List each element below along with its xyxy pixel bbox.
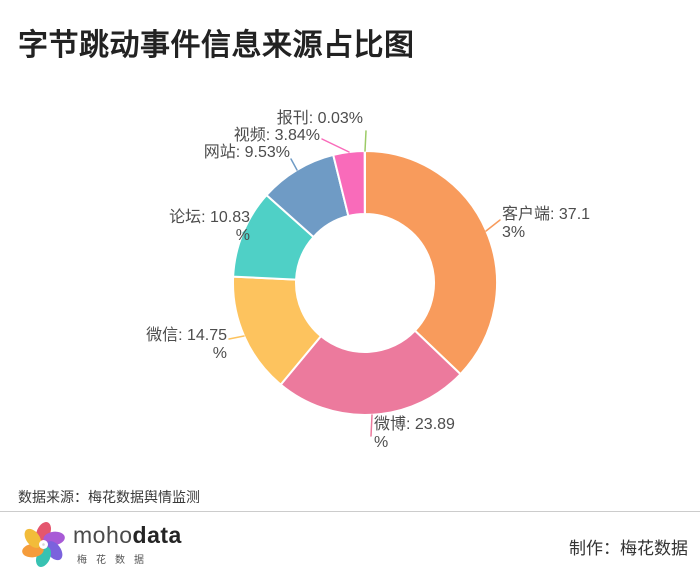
logo-petal: [24, 528, 42, 548]
leader-client: [485, 219, 501, 232]
slice-client[interactable]: [364, 150, 498, 376]
label-wechat: 微信: 14.75%: [146, 327, 227, 362]
brand-moho: moho: [73, 522, 133, 548]
label-weibo: 微博: 23.89%: [374, 416, 455, 451]
data-source-note: 数据来源：梅花数据舆情监测: [18, 489, 200, 505]
leader-weibo: [370, 414, 373, 437]
pinwheel-flower-icon: [22, 522, 65, 567]
logo-center-dot: [42, 543, 45, 546]
label-website: 网站: 9.53%: [203, 144, 290, 161]
footer-bar: mohodata 梅花数据 制作：梅花数据: [0, 512, 700, 576]
leader-forum: [242, 223, 253, 234]
leader-website: [290, 158, 298, 171]
chart-title: 字节跳动事件信息来源占比图: [18, 29, 415, 62]
credit-text: 制作：梅花数据: [569, 539, 688, 558]
brand-data: data: [132, 522, 182, 548]
brand-word: mohodata: [73, 522, 182, 548]
label-video: 视频: 3.84%: [233, 127, 320, 144]
label-forum: 论坛: 10.83%: [169, 209, 250, 244]
footer-divider: [0, 511, 700, 512]
label-client: 客户端: 37.1 3%: [502, 206, 591, 241]
leader-wechat: [228, 335, 245, 340]
leader-press: [364, 130, 367, 152]
slice-weibo[interactable]: [279, 329, 462, 416]
leader-video: [321, 138, 350, 153]
brand-subtext: 梅花数据: [77, 555, 153, 566]
mohodata-wordmark: mohodata 梅花数据: [73, 522, 182, 566]
label-press: 报刊: 0.03%: [276, 110, 363, 127]
